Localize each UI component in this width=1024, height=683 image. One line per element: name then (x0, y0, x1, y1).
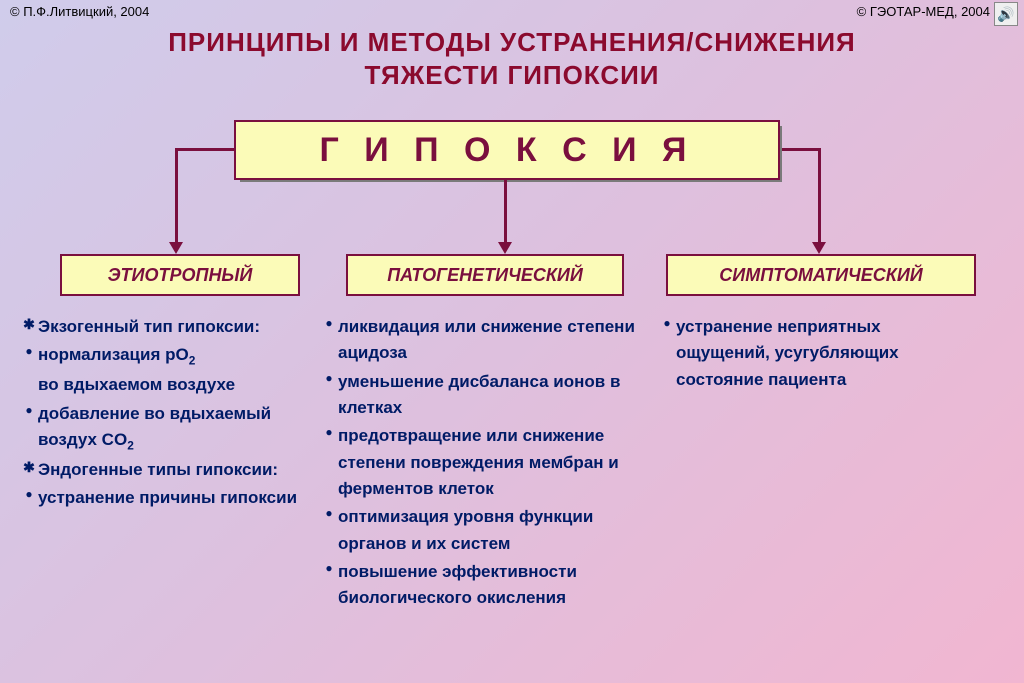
bullet-icon: ● (320, 559, 338, 578)
connector-line (175, 148, 178, 244)
bullet-icon: ● (320, 504, 338, 523)
title-line-2: ТЯЖЕСТИ ГИПОКСИИ (364, 60, 659, 90)
bullet-icon: ● (658, 314, 676, 333)
bullet-column-2: ●ликвидация или снижение степени ацидоза… (320, 314, 640, 614)
list-item: ●повышение эффективности биологического … (320, 559, 640, 612)
connector-line (504, 178, 507, 244)
list-item-text: устранение неприятных ощущений, усугубля… (676, 314, 978, 393)
copyright-right: © ГЭОТАР-МЕД, 2004 (857, 4, 990, 19)
bullet-icon: ● (20, 485, 38, 504)
bullet-icon: ● (320, 314, 338, 333)
bullet-icon: ● (20, 342, 38, 361)
speaker-icon[interactable]: 🔊 (994, 2, 1018, 26)
arrow-down-icon (169, 242, 183, 254)
list-item: ●уменьшение дисбаланса ионов в клетках (320, 369, 640, 422)
title-line-1: ПРИНЦИПЫ И МЕТОДЫ УСТРАНЕНИЯ/СНИЖЕНИЯ (168, 27, 856, 57)
copyright-left: © П.Ф.Литвицкий, 2004 (10, 4, 149, 19)
list-item-text: повышение эффективности биологического о… (338, 559, 640, 612)
branch-box-etiotropic: ЭТИОТРОПНЫЙ (60, 254, 300, 296)
arrow-down-icon (812, 242, 826, 254)
list-item: ●ликвидация или снижение степени ацидоза (320, 314, 640, 367)
bullet-column-3: ●устранение неприятных ощущений, усугубл… (658, 314, 978, 395)
list-item-text: Экзогенный тип гипоксии: (38, 314, 320, 340)
bullet-icon: ● (320, 369, 338, 388)
connector-line (818, 148, 821, 244)
slide: © П.Ф.Литвицкий, 2004 © ГЭОТАР-МЕД, 2004… (0, 0, 1024, 683)
list-item: ●добавление во вдыхаемый воздух CO2 (20, 401, 320, 455)
list-item: ✱Эндогенные типы гипоксии: (20, 457, 320, 483)
branch-box-pathogenetic: ПАТОГЕНЕТИЧЕСКИЙ (346, 254, 624, 296)
list-item-text: нормализация pO2 (38, 342, 320, 370)
list-item-text: уменьшение дисбаланса ионов в клетках (338, 369, 640, 422)
list-item-text: оптимизация уровня функции органов и их … (338, 504, 640, 557)
list-item-text: во вдыхаемом воздухе (38, 372, 320, 398)
list-item-text: ликвидация или снижение степени ацидоза (338, 314, 640, 367)
list-item: ●оптимизация уровня функции органов и их… (320, 504, 640, 557)
bullet-icon: ● (20, 401, 38, 420)
list-item: ✱Экзогенный тип гипоксии: (20, 314, 320, 340)
star-icon: ✱ (20, 457, 38, 479)
list-item-text: добавление во вдыхаемый воздух CO2 (38, 401, 320, 455)
root-box: Г И П О К С И Я (234, 120, 780, 180)
list-item-text: Эндогенные типы гипоксии: (38, 457, 320, 483)
branch-box-symptomatic: СИМПТОМАТИЧЕСКИЙ (666, 254, 976, 296)
list-item: ●нормализация pO2 (20, 342, 320, 370)
bullet-icon: ● (320, 423, 338, 442)
list-item: ●устранение причины гипоксии (20, 485, 320, 511)
arrow-down-icon (498, 242, 512, 254)
list-item: ●устранение неприятных ощущений, усугубл… (658, 314, 978, 393)
connector-line (782, 148, 820, 151)
connector-line (175, 148, 234, 151)
list-item-text: предотвращение или снижение степени повр… (338, 423, 640, 502)
star-icon: ✱ (20, 314, 38, 336)
list-item: ●предотвращение или снижение степени пов… (320, 423, 640, 502)
list-item: во вдыхаемом воздухе (20, 372, 320, 398)
list-item-text: устранение причины гипоксии (38, 485, 320, 511)
page-title: ПРИНЦИПЫ И МЕТОДЫ УСТРАНЕНИЯ/СНИЖЕНИЯ ТЯ… (0, 26, 1024, 91)
bullet-column-1: ✱Экзогенный тип гипоксии:●нормализация p… (20, 314, 320, 513)
